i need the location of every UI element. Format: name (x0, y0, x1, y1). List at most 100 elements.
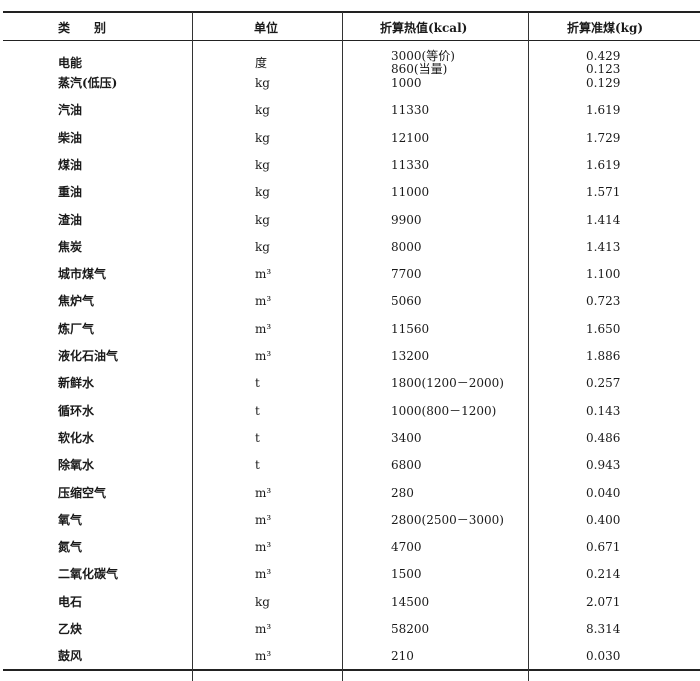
row-unit: t (255, 430, 260, 445)
header-unit: 单位 (254, 21, 279, 35)
row-coal-equivalent: 0.129 (586, 76, 621, 90)
column-divider (192, 12, 193, 681)
header-category: 类 别 (58, 21, 107, 35)
row-heat-value: 11000 (391, 185, 430, 200)
row-category: 炼厂气 (58, 321, 95, 336)
row-unit: kg (255, 239, 270, 254)
row-unit: 度 (255, 56, 268, 70)
row-unit: m³ (255, 567, 272, 582)
row-unit: kg (255, 212, 270, 227)
row-category: 渣油 (58, 212, 83, 227)
header-heat-value: 折算热值(kcal) (380, 21, 468, 35)
row-category: 城市煤气 (58, 267, 107, 282)
row-unit: kg (255, 130, 270, 145)
row-category: 鼓风 (58, 649, 83, 664)
row-unit: t (255, 403, 260, 418)
row-coal-equivalent: 1.619 (586, 103, 621, 118)
row-unit: t (255, 376, 260, 391)
row-coal-equivalent: 0.040 (586, 485, 621, 500)
row-coal-equivalent: 1.413 (586, 239, 621, 254)
top-rule (3, 11, 700, 13)
row-category: 循环水 (58, 403, 95, 418)
row-unit: t (255, 458, 260, 473)
row-unit: m³ (255, 622, 272, 636)
row-category: 除氧水 (58, 458, 95, 473)
row-coal-equivalent: 2.071 (586, 594, 621, 609)
column-divider (528, 12, 529, 681)
header-coal-equivalent: 折算准煤(kg) (567, 21, 644, 35)
row-heat-value: 7700 (391, 267, 422, 282)
row-coal-equivalent: 8.314 (586, 622, 621, 636)
row-unit: m³ (255, 294, 272, 309)
row-heat-value: 4700 (391, 540, 422, 555)
row-category: 柴油 (58, 130, 83, 145)
row-category: 新鲜水 (58, 376, 95, 391)
row-category: 氮气 (58, 540, 83, 555)
row-heat-value: 13200 (391, 349, 430, 363)
row-unit: kg (255, 157, 270, 172)
row-coal-equivalent: 0.429 (586, 49, 621, 63)
row-coal-equivalent: 1.729 (586, 130, 621, 145)
row-heat-value: 58200 (391, 622, 430, 636)
row-category: 焦炭 (58, 239, 83, 254)
row-coal-equivalent: 0.143 (586, 403, 621, 418)
row-category: 蒸汽(低压) (58, 76, 118, 90)
row-category: 汽油 (58, 103, 83, 118)
row-unit: m³ (255, 512, 272, 527)
row-coal-equivalent: 1.100 (586, 267, 621, 282)
row-unit: m³ (255, 649, 272, 664)
row-category: 液化石油气 (58, 349, 119, 363)
row-heat-value: 1800(1200－2000) (391, 376, 504, 391)
row-heat-value: 860(当量) (391, 62, 448, 76)
row-heat-value: 8000 (391, 239, 422, 254)
row-category: 乙炔 (58, 622, 83, 636)
row-unit: kg (255, 594, 270, 609)
row-heat-value: 3000(等价) (391, 49, 455, 63)
row-coal-equivalent: 0.030 (586, 649, 621, 664)
row-category: 重油 (58, 185, 83, 200)
row-coal-equivalent: 0.214 (586, 567, 621, 582)
row-heat-value: 11330 (391, 103, 430, 118)
row-unit: m³ (255, 321, 272, 336)
row-category: 煤油 (58, 157, 83, 172)
row-category: 焦炉气 (58, 294, 95, 309)
row-category: 电能 (58, 56, 83, 70)
row-category: 软化水 (58, 430, 95, 445)
row-coal-equivalent: 0.671 (586, 540, 621, 555)
row-heat-value: 9900 (391, 212, 422, 227)
row-unit: kg (255, 185, 270, 200)
row-category: 压缩空气 (58, 485, 107, 500)
row-heat-value: 280 (391, 485, 414, 500)
row-heat-value: 6800 (391, 458, 422, 473)
row-coal-equivalent: 0.257 (586, 376, 621, 391)
bottom-rule (3, 669, 700, 671)
row-heat-value: 1500 (391, 567, 422, 582)
row-heat-value: 5060 (391, 294, 422, 309)
row-heat-value: 210 (391, 649, 414, 664)
row-category: 电石 (58, 594, 83, 609)
row-coal-equivalent: 0.723 (586, 294, 621, 309)
row-heat-value: 14500 (391, 594, 430, 609)
row-coal-equivalent: 1.650 (586, 321, 621, 336)
row-coal-equivalent: 0.123 (586, 62, 621, 76)
row-heat-value: 2800(2500－3000) (391, 512, 504, 527)
row-unit: m³ (255, 485, 272, 500)
row-unit: m³ (255, 349, 272, 363)
header-rule (3, 40, 700, 41)
row-category: 氧气 (58, 512, 83, 527)
row-heat-value: 1000(800－1200) (391, 403, 497, 418)
column-divider (342, 12, 343, 681)
row-coal-equivalent: 0.486 (586, 430, 621, 445)
row-category: 二氧化碳气 (58, 567, 119, 582)
row-heat-value: 3400 (391, 430, 422, 445)
row-heat-value: 1000 (391, 76, 422, 90)
row-coal-equivalent: 1.886 (586, 349, 621, 363)
row-unit: m³ (255, 267, 272, 282)
row-coal-equivalent: 0.943 (586, 458, 621, 473)
row-coal-equivalent: 0.400 (586, 512, 621, 527)
row-heat-value: 11560 (391, 321, 430, 336)
row-unit: kg (255, 76, 270, 90)
row-coal-equivalent: 1.571 (586, 185, 621, 200)
row-unit: m³ (255, 540, 272, 555)
row-heat-value: 12100 (391, 130, 430, 145)
